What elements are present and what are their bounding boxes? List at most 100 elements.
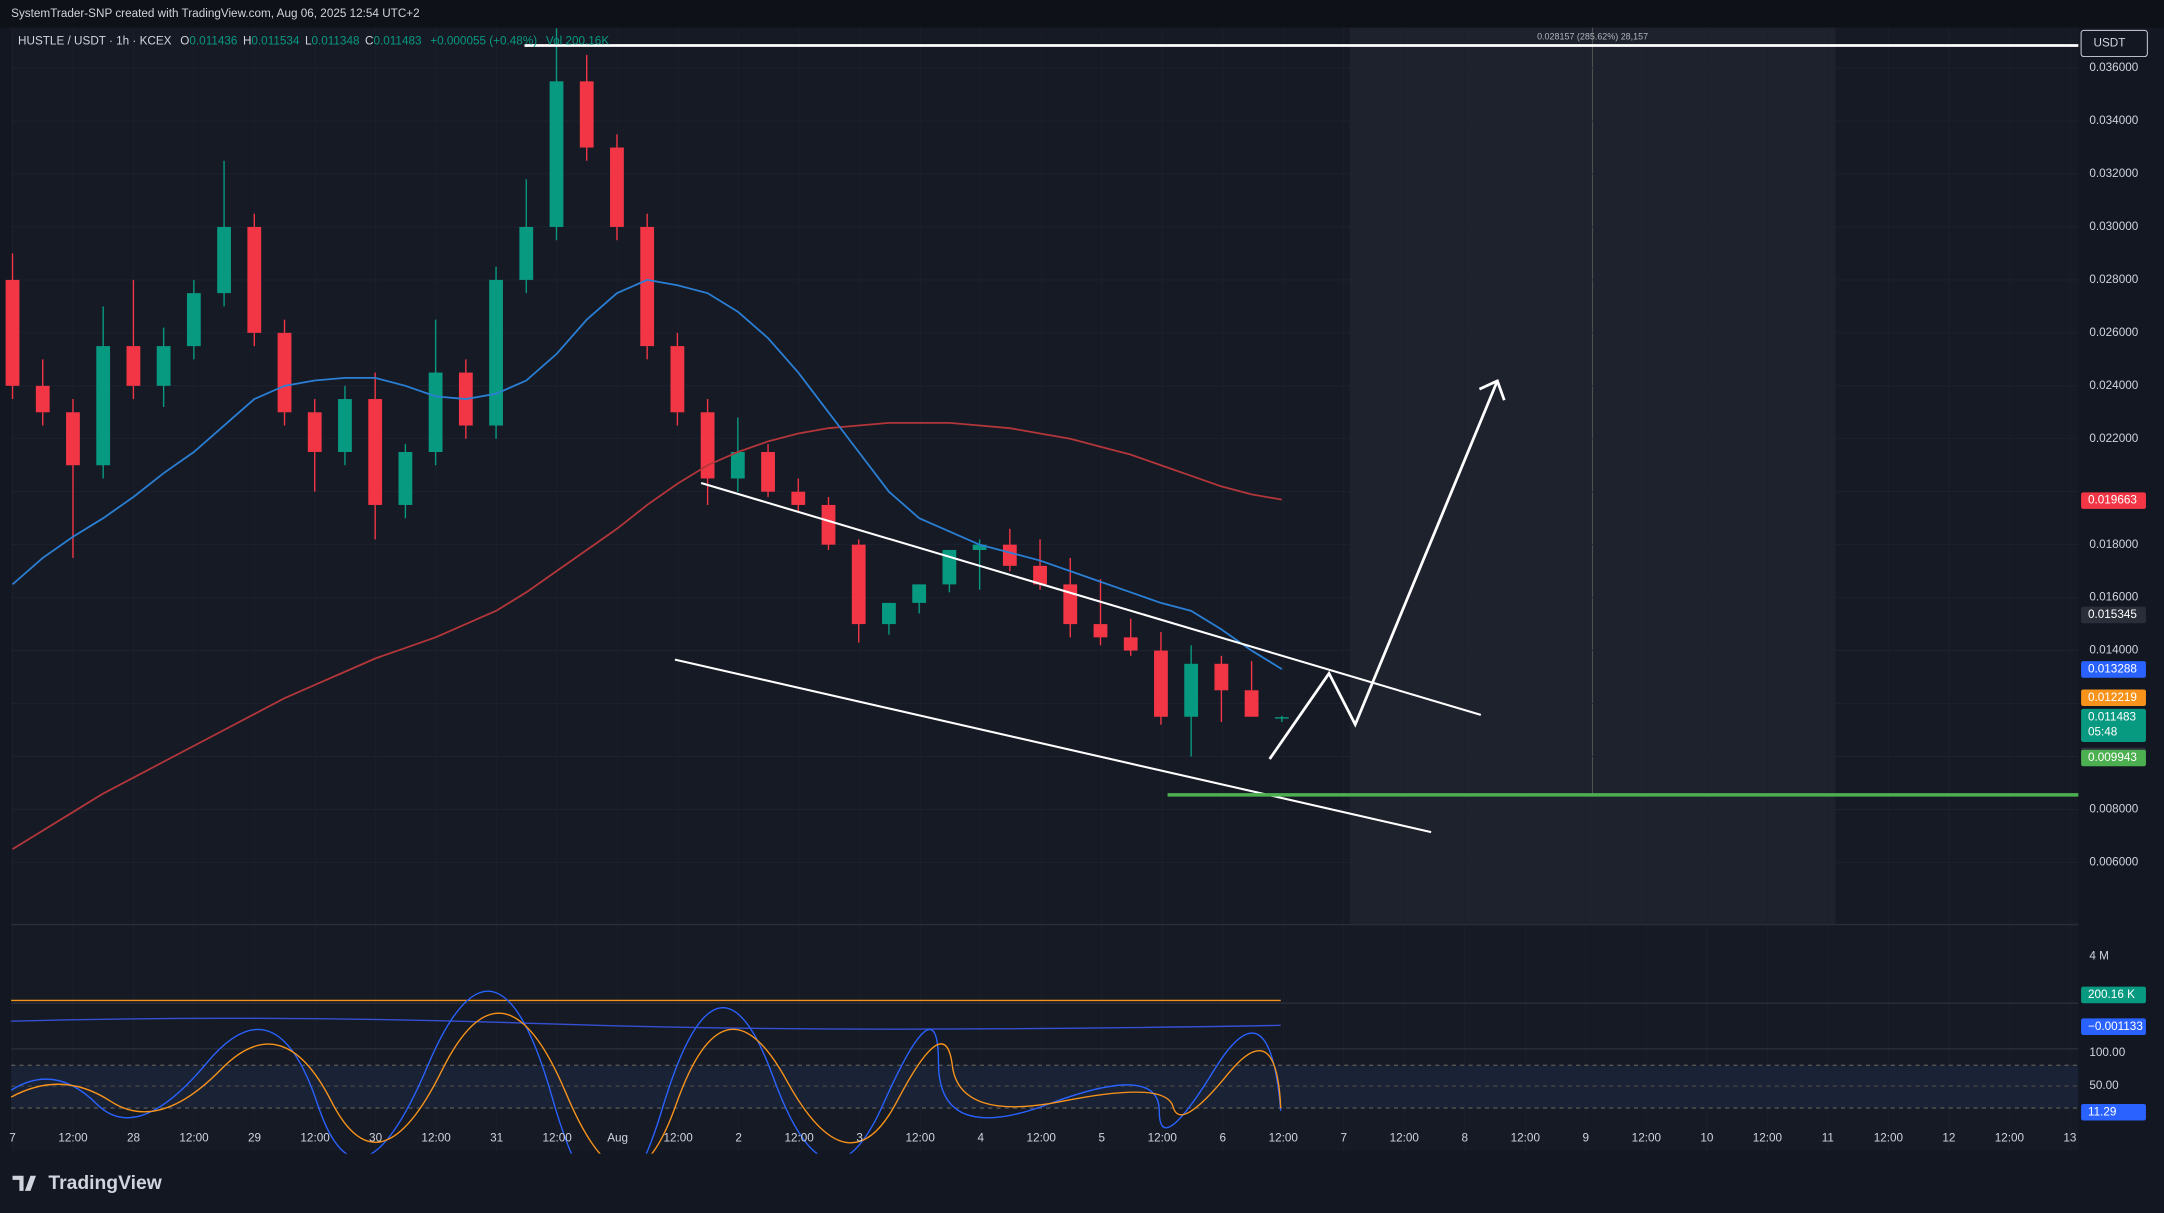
x-tick-label: 12:00 bbox=[421, 1132, 451, 1145]
candle-body bbox=[1002, 544, 1017, 566]
x-tick-label: 3 bbox=[856, 1132, 863, 1145]
price-label: 200.16 K bbox=[2088, 988, 2135, 1001]
symbol-line: HUSTLE / USDT · 1h · KCEX O0.011436 H0.01… bbox=[18, 34, 609, 47]
candle-body bbox=[1214, 663, 1229, 691]
candle-body bbox=[851, 544, 866, 625]
x-tick-label: 5 bbox=[1098, 1132, 1105, 1145]
candle-body bbox=[700, 412, 715, 479]
candle-body bbox=[761, 451, 775, 492]
moving-average bbox=[11, 278, 1283, 670]
candle-body bbox=[821, 504, 836, 545]
x-tick-label: 12:00 bbox=[179, 1132, 209, 1145]
x-tick-label: 12:00 bbox=[1995, 1132, 2025, 1145]
x-tick-label: 12:00 bbox=[542, 1132, 572, 1145]
candle-body bbox=[1123, 637, 1138, 651]
x-tick-label: 7 bbox=[1341, 1132, 1348, 1145]
y-tick-label: 0.036000 bbox=[2089, 61, 2138, 74]
price-label-box bbox=[2081, 986, 2146, 1004]
volume: Vol 200.16K bbox=[546, 34, 609, 47]
x-tick-label: 12:00 bbox=[1753, 1132, 1783, 1145]
candle-body bbox=[730, 451, 745, 479]
x-tick-label: 12:00 bbox=[1632, 1132, 1662, 1145]
x-tick-label: 13 bbox=[2063, 1132, 2076, 1145]
y-tick-label: 0.008000 bbox=[2089, 803, 2138, 816]
candle-body bbox=[277, 332, 292, 413]
ohlc-key: O bbox=[180, 34, 189, 47]
candle-body bbox=[610, 147, 624, 227]
price-label-box bbox=[2081, 1103, 2146, 1121]
stoch-d bbox=[10, 1012, 1282, 1171]
x-tick-label: 4 bbox=[977, 1132, 984, 1145]
y-tick-label: 0.018000 bbox=[2089, 538, 2138, 551]
ohlc-value: 0.011348 bbox=[311, 34, 359, 47]
x-tick-label: 28 bbox=[127, 1132, 141, 1145]
y-tick-label: 0.016000 bbox=[2089, 591, 2138, 604]
brand: TradingView bbox=[48, 1173, 162, 1194]
x-tick-label: 12:00 bbox=[1390, 1132, 1420, 1145]
x-tick-label: 6 bbox=[1219, 1132, 1226, 1145]
price-label: 0.012219 bbox=[2088, 691, 2137, 704]
candle-body bbox=[912, 584, 927, 603]
price-label: 11.29 bbox=[2088, 1105, 2116, 1118]
symbol: HUSTLE / USDT · 1h · KCEX bbox=[18, 34, 172, 47]
candle-body bbox=[368, 399, 383, 505]
y-tick-label: 0.024000 bbox=[2089, 379, 2138, 392]
price-label: 0.009943 bbox=[2088, 751, 2137, 764]
candle-body bbox=[307, 412, 322, 452]
oscillator-line bbox=[11, 1017, 1281, 1030]
x-tick-label: 12:00 bbox=[300, 1132, 330, 1145]
candle-body bbox=[791, 491, 806, 505]
candle-body bbox=[1244, 690, 1259, 717]
ohlc-value: 0.011483 bbox=[373, 34, 421, 47]
ohlc-value: 0.011436 bbox=[189, 34, 237, 47]
candle-body bbox=[5, 279, 20, 386]
x-tick-label: 10 bbox=[1700, 1132, 1714, 1145]
arrow-head bbox=[1478, 378, 1506, 401]
credit-bar bbox=[0, 0, 2164, 28]
price-label-box bbox=[2081, 689, 2146, 706]
price-label-box bbox=[2081, 606, 2146, 624]
y-tick-label: 0.032000 bbox=[2089, 167, 2138, 180]
candle-body bbox=[972, 544, 987, 550]
ohlc-key: H bbox=[243, 34, 251, 47]
x-tick-label: 31 bbox=[490, 1132, 503, 1145]
measure-label: 0.028157 (285.62%) 28,157 bbox=[1537, 32, 1648, 42]
currency[interactable]: USDT bbox=[2094, 37, 2126, 50]
x-tick-label: 12:00 bbox=[906, 1132, 936, 1145]
candle-body bbox=[338, 399, 352, 452]
x-tick-label: 12:00 bbox=[1148, 1132, 1178, 1145]
candle-body bbox=[1274, 717, 1289, 719]
x-tick-label: 8 bbox=[1462, 1132, 1469, 1145]
y-tick-label: 0.026000 bbox=[2089, 326, 2138, 339]
x-tick-label: 2 bbox=[735, 1132, 742, 1145]
moving-average bbox=[12, 421, 1282, 850]
credit: SystemTrader-SNP created with TradingVie… bbox=[11, 7, 420, 20]
pane-label: 4 M bbox=[2089, 949, 2109, 962]
candle-body bbox=[1093, 624, 1108, 638]
price-label: 0.011483 bbox=[2088, 710, 2136, 723]
candle-body bbox=[640, 226, 655, 347]
projection-arrow bbox=[1268, 380, 1499, 760]
ohlc-value: 0.011534 bbox=[251, 34, 299, 47]
candle-body bbox=[186, 293, 201, 347]
price-label: 0.015345 bbox=[2088, 608, 2137, 621]
y-tick-label: 0.028000 bbox=[2089, 273, 2138, 286]
price-label-box bbox=[2081, 661, 2146, 678]
channel-upper bbox=[700, 481, 1482, 716]
currency-box[interactable] bbox=[2080, 29, 2148, 58]
y-tick-label: 0.014000 bbox=[2089, 644, 2138, 657]
channel-lower bbox=[674, 658, 1432, 834]
x-tick-label: 12 bbox=[1942, 1132, 1955, 1145]
candle-body bbox=[428, 372, 443, 452]
candle-body bbox=[66, 412, 80, 466]
price-label-box bbox=[2081, 708, 2146, 743]
x-tick-label: Aug bbox=[607, 1132, 628, 1145]
candle-body bbox=[1033, 565, 1047, 585]
x-tick-label: 7 bbox=[9, 1132, 16, 1145]
x-tick-label: 12:00 bbox=[58, 1132, 88, 1145]
candle-body bbox=[579, 81, 594, 148]
x-tick-label: 12:00 bbox=[1269, 1132, 1299, 1145]
price-label: 0.019663 bbox=[2088, 494, 2137, 507]
logo bbox=[12, 1175, 36, 1191]
